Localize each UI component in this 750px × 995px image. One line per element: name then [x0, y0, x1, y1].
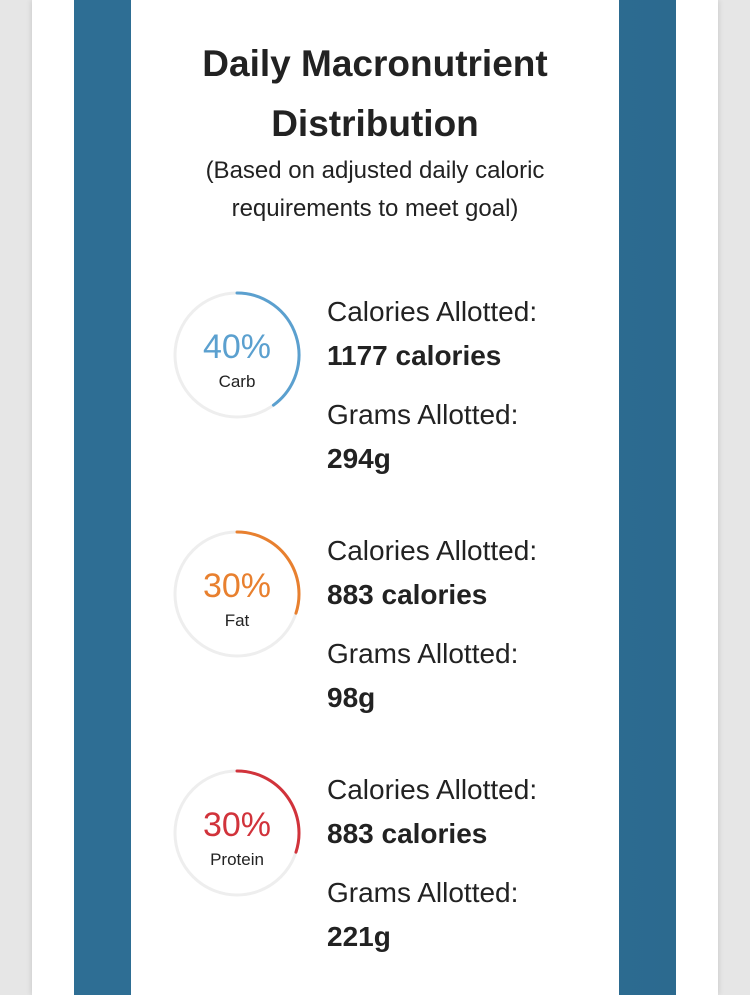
card-title: Daily Macronutrient Distribution	[131, 34, 619, 154]
protein-grams-value: 221g	[327, 921, 391, 952]
fat-grams-label: Grams Allotted:	[327, 638, 519, 669]
protein-percent: 30%	[202, 806, 272, 844]
fat-calories-value: 883 calories	[327, 579, 488, 610]
fat-ring-arc	[235, 530, 301, 615]
card-subtitle-line-2: requirements to meet goal)	[231, 195, 519, 222]
card-subtitle-line-1: (Based on adjusted daily caloric	[205, 157, 545, 184]
carb-info: Calories Allotted: 1177 calories Grams A…	[327, 290, 617, 481]
macro-row-protein: 30% Protein Calories Allotted: 883 calor…	[131, 768, 619, 968]
card-title-line-1: Daily Macronutrient	[202, 43, 548, 84]
carb-ring-arc	[235, 291, 301, 407]
fat-ring-graphic	[173, 530, 301, 658]
carb-calories-value: 1177 calories	[327, 340, 502, 371]
protein-info: Calories Allotted: 883 calories Grams Al…	[327, 768, 617, 959]
protein-ring-arc	[235, 769, 301, 854]
fat-info: Calories Allotted: 883 calories Grams Al…	[327, 529, 617, 720]
fat-grams-value: 98g	[327, 682, 376, 713]
macro-row-carb: 40% Carb Calories Allotted: 1177 calorie…	[131, 290, 619, 490]
protein-calories-label: Calories Allotted:	[327, 774, 538, 805]
fat-percent: 30%	[202, 567, 272, 605]
protein-percent-ring: 30% Protein	[172, 768, 302, 898]
card-title-line-2: Distribution	[271, 103, 479, 144]
fat-calories-label: Calories Allotted:	[327, 535, 538, 566]
protein-label: Protein	[210, 850, 264, 869]
carb-percent-ring: 40% Carb	[172, 290, 302, 420]
protein-grams-label: Grams Allotted:	[327, 877, 519, 908]
carb-ring-graphic	[173, 291, 301, 419]
carb-grams-label: Grams Allotted:	[327, 399, 519, 430]
fat-percent-ring: 30% Fat	[172, 529, 302, 659]
card-subtitle: (Based on adjusted daily caloric require…	[171, 152, 579, 228]
fat-label: Fat	[224, 611, 250, 630]
carb-percent: 40%	[202, 328, 272, 366]
protein-ring-graphic	[173, 769, 301, 897]
carb-grams-value: 294g	[327, 443, 391, 474]
carb-label: Carb	[218, 372, 256, 391]
carb-calories-label: Calories Allotted:	[327, 296, 538, 327]
macro-distribution-card: Daily Macronutrient Distribution (Based …	[131, 0, 619, 995]
macro-row-fat: 30% Fat Calories Allotted: 883 calories …	[131, 529, 619, 729]
protein-calories-value: 883 calories	[327, 818, 488, 849]
